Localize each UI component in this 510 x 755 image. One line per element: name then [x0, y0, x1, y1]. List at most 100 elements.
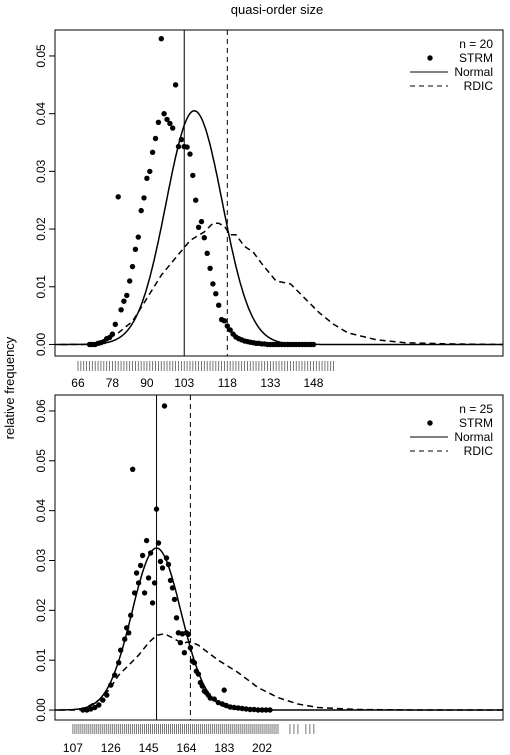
- panel1-strm-point: [221, 318, 228, 324]
- panel2-strm-point: [195, 671, 202, 677]
- panel1-legend-entry: STRM: [459, 51, 493, 65]
- panel2-strm-point: [167, 577, 174, 584]
- panel-n25: 0.00 0.01 0.02 0.03 0.04 0.05 0.06 107 126 145 164…: [34, 394, 504, 755]
- panel1-y-tick-label: 0.01: [34, 275, 48, 299]
- panel1-legend-entry: Normal: [454, 65, 493, 79]
- panel1-x-tick-label: 148: [303, 376, 323, 390]
- panel2-strm-point: [104, 692, 110, 698]
- panel2-strm-point: [161, 403, 168, 409]
- panel2-strm-point: [145, 575, 152, 581]
- panel1-strm-point: [201, 235, 207, 241]
- panel2-strm-point: [181, 650, 188, 656]
- panel1-strm-point: [161, 111, 167, 117]
- panel2-strm-point: [112, 672, 118, 678]
- panel1-strm-point: [204, 250, 210, 256]
- panel1-strm-point: [158, 36, 164, 42]
- panel1-strm-point: [224, 323, 230, 329]
- panel2-x-tick-label: 107: [63, 741, 83, 755]
- panel2-strm-point: [155, 540, 162, 546]
- panel1-x-tick-label: 133: [260, 376, 280, 390]
- panel1-strm-point: [227, 327, 233, 333]
- panel2-strm-point: [126, 630, 132, 636]
- panel2-strm-point: [128, 612, 134, 618]
- panel2-strm-point: [124, 625, 130, 631]
- panel1-y-tick-label: 0.04: [34, 102, 48, 126]
- figure-title: quasi-order size: [231, 2, 324, 17]
- panel2-y-tick-label: 0.02: [34, 598, 48, 622]
- panel2-strm-point: [151, 580, 158, 586]
- panel1-strm-point: [184, 144, 190, 150]
- panel1-x-tick-label: 118: [218, 376, 237, 390]
- panel2-strm-point: [165, 561, 172, 568]
- panel2-strm-point: [96, 702, 102, 708]
- panel1-y-tick-label: 0.00: [34, 332, 48, 356]
- panel1-strm-point: [178, 136, 185, 143]
- panel1-strm-point: [121, 298, 127, 304]
- panel2-strm-point: [141, 590, 148, 596]
- panel2-strm-point: [157, 558, 164, 565]
- panel1-y-tick-label: 0.02: [34, 217, 48, 241]
- panel2-strm-point: [163, 555, 170, 561]
- panel2-y-tick-label: 0.00: [34, 698, 48, 722]
- panel1-x-tick-label: 90: [140, 376, 154, 390]
- panel2-x-tick-label: 183: [214, 741, 234, 755]
- panel2-strm-point: [199, 683, 205, 689]
- panel1-strm-point: [135, 234, 141, 240]
- panel1-strm-point: [198, 218, 205, 225]
- panel2-strm-point: [185, 631, 192, 637]
- panel2-strm-point: [173, 615, 180, 621]
- panel2-strm-point: [227, 704, 233, 710]
- panel1-strm-point: [190, 172, 196, 179]
- panel2-y-tick-label: 0.06: [34, 399, 48, 423]
- panel2-legend-entry: RDIC: [464, 444, 494, 458]
- panel2-strm-point: [267, 707, 273, 713]
- panel2-x-tick-label: 202: [252, 741, 272, 755]
- panel2-x-tick-label: 164: [176, 741, 196, 755]
- panel1-plot-frame: [54, 29, 504, 357]
- panel2-strm-point: [171, 596, 178, 603]
- panel2-strm-point: [191, 660, 198, 666]
- panel1-strm-point: [129, 263, 136, 270]
- panel1-strm-point: [155, 119, 162, 126]
- panel2-x-tick-label: 126: [101, 741, 121, 755]
- panel2-y-tick-label: 0.03: [34, 548, 48, 572]
- panel2-y-tick-label: 0.05: [34, 449, 48, 473]
- panel2-y-tick-label: 0.04: [34, 499, 48, 523]
- panel1-strm-point: [187, 151, 193, 157]
- panel1-strm-point: [112, 321, 119, 327]
- panel2-strm-point: [243, 706, 249, 712]
- panel1-strm-point: [127, 278, 133, 284]
- panel1-strm-point: [147, 168, 153, 175]
- panel2-plot-frame: [54, 394, 504, 721]
- panel1-strm-point: [172, 82, 179, 88]
- panel1-x-tick-label: 78: [106, 376, 120, 390]
- panel2-strm-point: [143, 537, 150, 544]
- panel2-strm-point: [130, 466, 136, 472]
- panel2-strm-point: [177, 640, 184, 646]
- panel2-legend-entry: STRM: [459, 416, 493, 430]
- panel1-strm-point: [210, 281, 216, 287]
- panel1-y-tick-label: 0.05: [34, 44, 48, 68]
- panel1-strm-point: [167, 120, 173, 127]
- panel1-strm-point: [216, 302, 222, 308]
- panel2-strm-point: [247, 706, 253, 713]
- panel2-strm-point: [259, 707, 265, 713]
- panel1-strm-point: [141, 195, 147, 201]
- panel2-strm-point: [159, 565, 166, 571]
- panel2-strm-point: [92, 704, 98, 711]
- panel1-legend-entry: RDIC: [464, 79, 494, 93]
- panel2-strm-point: [80, 707, 86, 713]
- panel2-strm-point: [169, 585, 176, 591]
- panel1-strm-point: [144, 175, 150, 181]
- panel2-strm-point: [263, 707, 269, 713]
- panel1-strm-point: [132, 246, 139, 252]
- panel2-strm-point: [147, 550, 154, 556]
- panel2-strm-point: [221, 687, 227, 693]
- panel2-legend-title: n = 25: [459, 402, 493, 416]
- panel2-strm-point: [235, 705, 241, 711]
- panel2-strm-point: [231, 704, 237, 711]
- panel-n20: 0.00 0.01 0.02 0.03 0.04 0.05 66 78 90 103 118 133 1…: [34, 29, 504, 390]
- panel1-strm-point: [207, 265, 213, 271]
- panel1-strm-point: [195, 224, 202, 230]
